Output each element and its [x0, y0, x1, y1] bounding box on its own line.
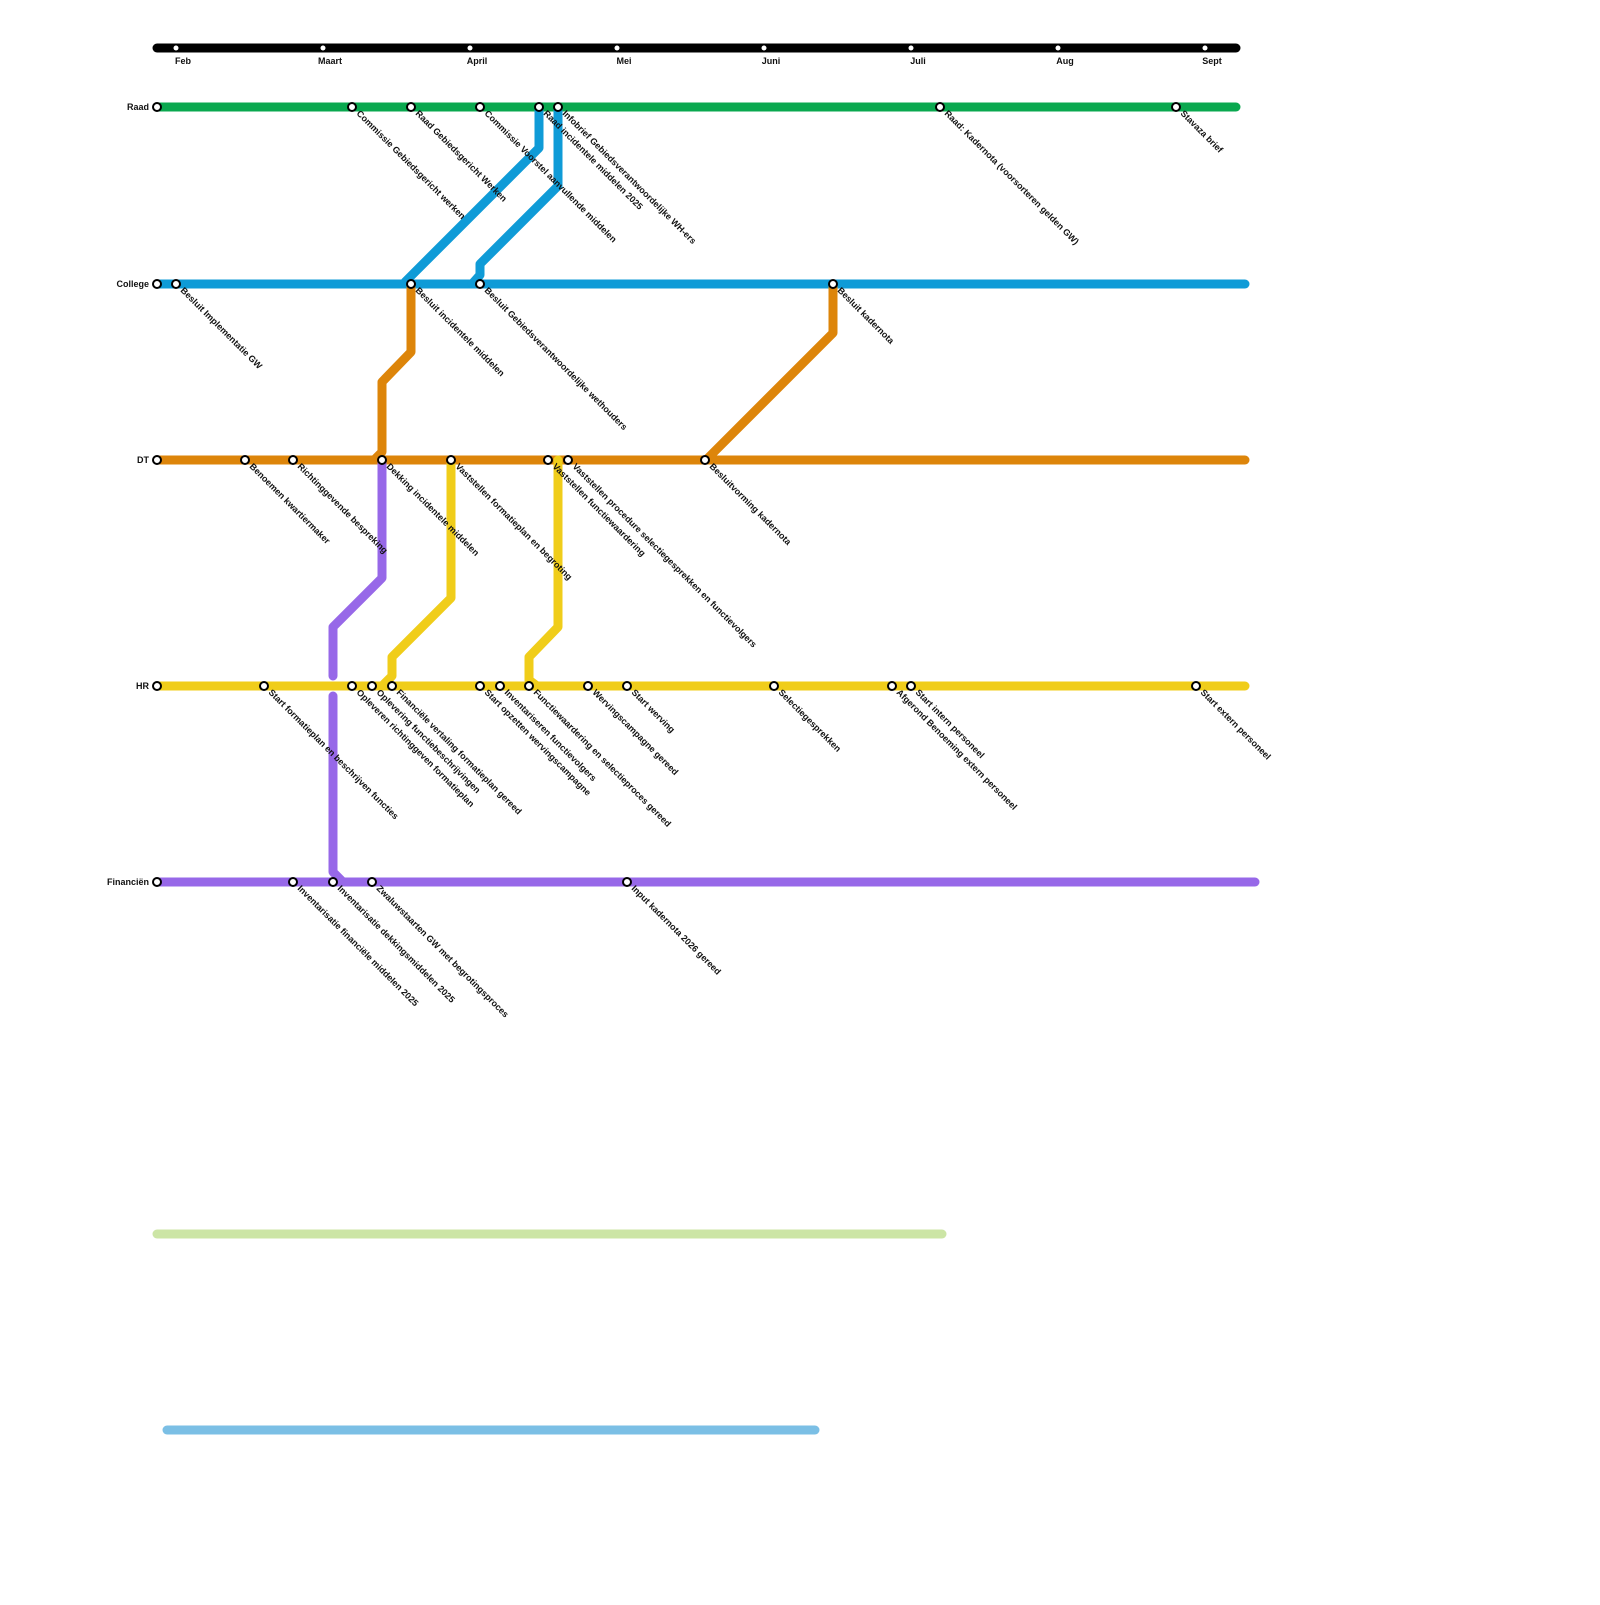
- connector: [524, 455, 563, 691]
- station: [1191, 681, 1201, 691]
- station-label: Start opzetten wervingscampagne: [483, 687, 593, 797]
- line-name: Raad: [127, 102, 149, 112]
- station-label: Besluit Implementatie GW: [179, 285, 265, 371]
- terminus: [152, 681, 162, 691]
- station: [406, 102, 416, 112]
- month-label: April: [467, 56, 488, 66]
- station: [935, 102, 945, 112]
- connector: [369, 279, 416, 465]
- station: [475, 102, 485, 112]
- station: [288, 877, 298, 887]
- station-label: Vaststellen functiewaardering: [551, 461, 648, 558]
- station: [622, 877, 632, 887]
- terminus: [152, 877, 162, 887]
- station: [367, 877, 377, 887]
- station: [475, 279, 485, 289]
- station-label: Commissie Voorstel aanvullende middelen: [483, 108, 619, 244]
- station: [769, 681, 779, 691]
- connector: [467, 102, 563, 289]
- station: [524, 681, 534, 691]
- month-tick: [173, 45, 179, 51]
- month-label: Sept: [1202, 56, 1222, 66]
- station-label: Start extern personeel: [1199, 687, 1273, 761]
- station-label: Zwaluwstaarten GW met begrotingsproces: [375, 883, 511, 1019]
- station: [328, 877, 338, 887]
- station: [406, 279, 416, 289]
- station-label: Raad: Kadernota (voorsorteren gelden GW): [943, 108, 1081, 246]
- line-name: HR: [136, 681, 149, 691]
- station: [583, 681, 593, 691]
- terminus: [152, 279, 162, 289]
- connector: [328, 455, 387, 681]
- station-label: Commissie Gebiedsgericht werken: [355, 108, 468, 221]
- station-label: Besluit kadernota: [836, 285, 897, 346]
- line-name: Financiën: [107, 877, 149, 887]
- station: [387, 681, 397, 691]
- station: [906, 681, 916, 691]
- station: [553, 102, 563, 112]
- station: [543, 455, 553, 465]
- station-label: Richtinggevende bespreking: [296, 461, 390, 555]
- station: [887, 681, 897, 691]
- station: [347, 102, 357, 112]
- month-tick: [1055, 45, 1061, 51]
- station: [622, 681, 632, 691]
- month-tick: [761, 45, 767, 51]
- month-label: Feb: [175, 56, 192, 66]
- station: [1171, 102, 1181, 112]
- station: [534, 102, 544, 112]
- month-tick: [320, 45, 326, 51]
- month-label: Aug: [1056, 56, 1074, 66]
- station-label: Stavaza brief: [1179, 108, 1226, 155]
- connectors: [328, 102, 838, 887]
- station: [495, 681, 505, 691]
- month-tick: [467, 45, 473, 51]
- station: [171, 279, 181, 289]
- connector: [377, 455, 456, 691]
- station-label: Selectiegesprekken: [777, 687, 844, 754]
- station-label: Besluitvorming kadernota: [708, 461, 794, 547]
- station: [367, 681, 377, 691]
- station: [288, 455, 298, 465]
- station: [828, 279, 838, 289]
- month-label: Mei: [616, 56, 631, 66]
- station: [377, 455, 387, 465]
- terminus: [152, 455, 162, 465]
- station: [563, 455, 573, 465]
- connector: [703, 279, 838, 463]
- month-label: Juni: [762, 56, 781, 66]
- line-name: College: [116, 279, 149, 289]
- month-label: Juli: [910, 56, 926, 66]
- month-tick: [614, 45, 620, 51]
- station-label: Infobrief Gebiedsverantwoordelijke WH-er…: [561, 108, 699, 246]
- month-tick: [1202, 45, 1208, 51]
- station: [259, 681, 269, 691]
- station: [446, 455, 456, 465]
- station-label: Afgerond Benoeming extern personeel: [895, 687, 1019, 811]
- station-label: Besluit Gebiedsverantwoordelijke wethoud…: [483, 285, 630, 432]
- station-label: Input kadernota 2026 gereed: [630, 883, 723, 976]
- station: [347, 681, 357, 691]
- line-name: DT: [137, 455, 149, 465]
- month-label: Maart: [318, 56, 342, 66]
- station: [240, 455, 250, 465]
- terminus: [152, 102, 162, 112]
- connector: [400, 102, 544, 287]
- connector: [328, 691, 348, 887]
- station: [700, 455, 710, 465]
- station-label: Benoemen kwartiermaker: [248, 461, 333, 546]
- station: [475, 681, 485, 691]
- station-label: Oplevering functiebeschrijvingen: [375, 687, 483, 795]
- month-tick: [908, 45, 914, 51]
